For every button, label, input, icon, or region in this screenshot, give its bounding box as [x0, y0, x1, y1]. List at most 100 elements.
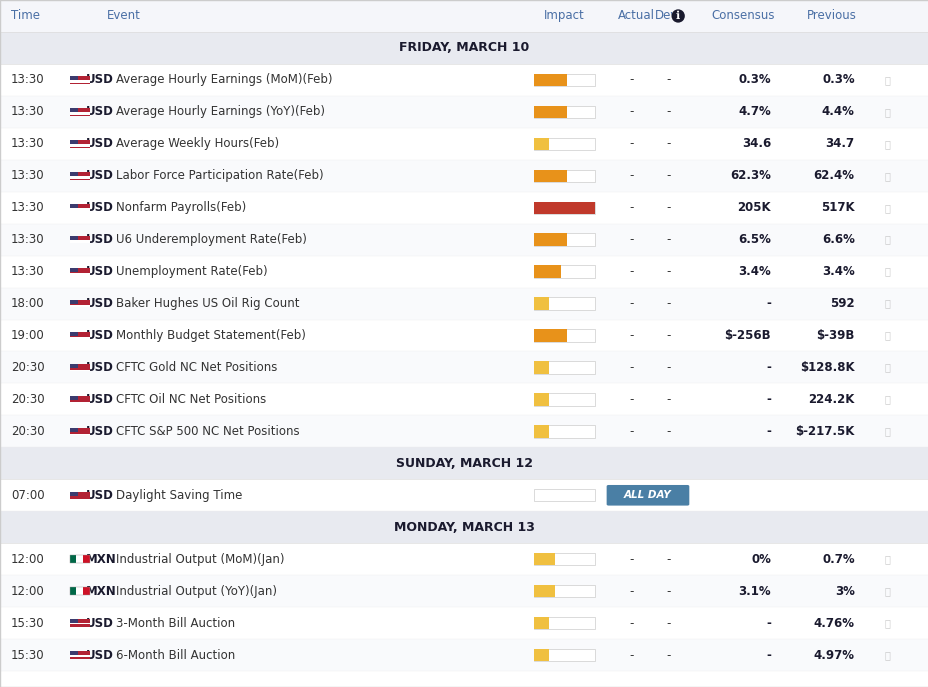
- Text: 20:30: 20:30: [11, 425, 45, 438]
- Text: -: -: [629, 74, 633, 87]
- Text: 🔔: 🔔: [883, 107, 889, 117]
- Bar: [70, 396, 78, 400]
- Text: 0%: 0%: [751, 552, 770, 565]
- Bar: [534, 649, 594, 661]
- Bar: [0, 160, 928, 192]
- Bar: [70, 363, 78, 368]
- Bar: [0, 511, 928, 543]
- Text: -: -: [629, 137, 633, 150]
- Text: USD: USD: [85, 393, 113, 406]
- Bar: [70, 651, 78, 655]
- Bar: [0, 447, 928, 480]
- Text: 13:30: 13:30: [11, 201, 45, 214]
- Text: 6.6%: 6.6%: [821, 233, 854, 246]
- Bar: [70, 236, 78, 240]
- Bar: [534, 361, 594, 374]
- Text: USD: USD: [85, 169, 113, 182]
- Bar: [70, 491, 78, 495]
- Text: -: -: [766, 617, 770, 629]
- Text: 13:30: 13:30: [11, 74, 45, 87]
- Text: 62.3%: 62.3%: [729, 169, 770, 182]
- Bar: [84, 555, 90, 563]
- Bar: [70, 268, 78, 272]
- Text: USD: USD: [85, 105, 113, 118]
- Text: -: -: [666, 393, 670, 406]
- Bar: [0, 575, 928, 607]
- Bar: [534, 361, 548, 374]
- Text: 🔔: 🔔: [883, 299, 889, 308]
- Text: 🔔: 🔔: [883, 554, 889, 564]
- Text: 🔔: 🔔: [883, 363, 889, 372]
- Text: -: -: [666, 137, 670, 150]
- Text: Actual: Actual: [617, 10, 654, 23]
- FancyBboxPatch shape: [606, 485, 689, 506]
- Text: Average Hourly Earnings (YoY)(Feb): Average Hourly Earnings (YoY)(Feb): [116, 105, 325, 118]
- Bar: [70, 236, 90, 243]
- Bar: [0, 64, 928, 96]
- Text: $-217.5K: $-217.5K: [794, 425, 854, 438]
- Text: 4.7%: 4.7%: [738, 105, 770, 118]
- Text: -: -: [666, 425, 670, 438]
- Text: 4.76%: 4.76%: [813, 617, 854, 629]
- Bar: [0, 96, 928, 128]
- Bar: [76, 587, 84, 595]
- Bar: [70, 268, 90, 275]
- Text: 🔔: 🔔: [883, 394, 889, 405]
- Text: -: -: [666, 265, 670, 278]
- Bar: [534, 137, 594, 150]
- Text: Industrial Output (YoY)(Jan): Industrial Output (YoY)(Jan): [116, 585, 277, 598]
- Text: Time: Time: [11, 10, 40, 23]
- Text: Nonfarm Payrolls(Feb): Nonfarm Payrolls(Feb): [116, 201, 246, 214]
- Text: Impact: Impact: [543, 10, 584, 23]
- Bar: [70, 491, 90, 499]
- Text: -: -: [766, 425, 770, 438]
- Text: USD: USD: [85, 137, 113, 150]
- Text: Average Weekly Hours(Feb): Average Weekly Hours(Feb): [116, 137, 279, 150]
- Bar: [0, 383, 928, 416]
- Text: 13:30: 13:30: [11, 169, 45, 182]
- Bar: [534, 489, 594, 502]
- Text: -: -: [666, 233, 670, 246]
- Text: USD: USD: [85, 201, 113, 214]
- Text: $-39B: $-39B: [816, 329, 854, 342]
- Bar: [534, 329, 594, 341]
- Bar: [84, 587, 90, 595]
- Text: USD: USD: [85, 649, 113, 662]
- Bar: [70, 555, 90, 563]
- Text: Consensus: Consensus: [711, 10, 774, 23]
- Text: 13:30: 13:30: [11, 233, 45, 246]
- Text: Monthly Budget Statement(Feb): Monthly Budget Statement(Feb): [116, 329, 305, 342]
- Bar: [534, 617, 594, 629]
- Text: -: -: [766, 297, 770, 310]
- Bar: [534, 393, 594, 405]
- Bar: [0, 319, 928, 352]
- Bar: [70, 332, 78, 336]
- Text: 3.4%: 3.4%: [738, 265, 770, 278]
- Text: -: -: [666, 297, 670, 310]
- Text: 62.4%: 62.4%: [813, 169, 854, 182]
- Text: Labor Force Participation Rate(Feb): Labor Force Participation Rate(Feb): [116, 169, 323, 182]
- Text: 🔔: 🔔: [883, 203, 889, 213]
- Bar: [0, 288, 928, 319]
- Text: 20:30: 20:30: [11, 361, 45, 374]
- Bar: [70, 76, 78, 80]
- Text: 224.2K: 224.2K: [807, 393, 854, 406]
- Text: USD: USD: [85, 297, 113, 310]
- Bar: [70, 427, 78, 431]
- Text: -: -: [666, 585, 670, 598]
- Text: CFTC S&P 500 NC Net Positions: CFTC S&P 500 NC Net Positions: [116, 425, 300, 438]
- Bar: [534, 425, 548, 438]
- Text: -: -: [629, 169, 633, 182]
- Bar: [534, 649, 548, 661]
- Bar: [70, 363, 90, 371]
- Text: 20:30: 20:30: [11, 393, 45, 406]
- Text: 13:30: 13:30: [11, 137, 45, 150]
- Text: -: -: [629, 105, 633, 118]
- Bar: [534, 585, 594, 597]
- Bar: [70, 587, 76, 595]
- Text: Event: Event: [107, 10, 140, 23]
- Bar: [0, 192, 928, 224]
- Bar: [534, 201, 594, 214]
- Bar: [70, 140, 90, 148]
- Text: 205K: 205K: [737, 201, 770, 214]
